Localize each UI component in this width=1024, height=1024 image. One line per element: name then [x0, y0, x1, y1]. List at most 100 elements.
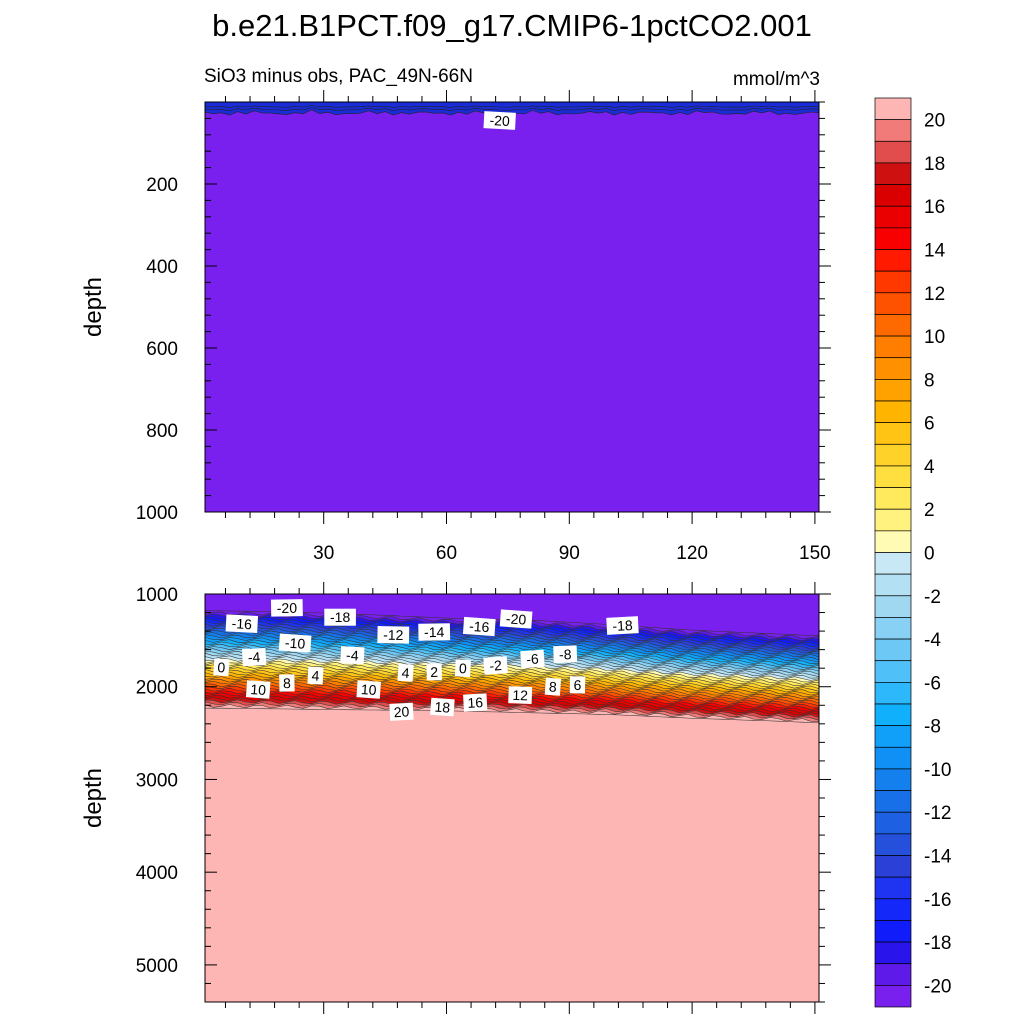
- x-tick-label: 120: [676, 543, 708, 564]
- contour-label: -14: [418, 623, 451, 641]
- contour-label: -4: [241, 647, 267, 667]
- colorbar-box: [874, 119, 912, 142]
- contour-label-text: 0: [217, 659, 226, 676]
- colorbar-box: [874, 617, 912, 640]
- contour-label-text: 6: [573, 677, 581, 693]
- contour-label-text: -16: [469, 618, 491, 635]
- y-tick-label: 1000: [136, 503, 178, 524]
- contour-label-box: [544, 677, 562, 696]
- contour-label: -20: [270, 599, 303, 617]
- colorbar-label: -18: [924, 933, 951, 954]
- contour-label-box: [606, 616, 639, 635]
- lower-contour-line: [204, 667, 820, 690]
- colorbar-box: [874, 422, 912, 445]
- contour-label-box: [520, 649, 545, 669]
- contour-label-box: [356, 680, 381, 699]
- contour-label-box: [569, 676, 586, 694]
- contour-label-box: [508, 686, 533, 705]
- upper-fill: [205, 102, 819, 512]
- colorbar-label: 8: [924, 370, 935, 391]
- colorbar-box: [874, 487, 912, 510]
- x-tick-label: 60: [436, 543, 457, 564]
- colorbar-label: -20: [924, 976, 951, 997]
- lower-contour-line: [204, 623, 820, 650]
- chart-subtitle-left: SiO3 minus obs, PAC_49N-66N: [204, 66, 473, 87]
- y-tick-label: 200: [146, 175, 178, 196]
- colorbar-box: [874, 400, 912, 423]
- colorbar-label: 4: [924, 457, 935, 478]
- contour-label: 6: [569, 676, 586, 694]
- lower-contour-line: [204, 674, 820, 696]
- colorbar: 20181614121086420-2-4-6-8-10-12-14-16-18…: [874, 97, 952, 1008]
- colorbar-box: [874, 725, 912, 748]
- contour-label-box: [241, 647, 267, 667]
- colorbar-box: [874, 335, 912, 359]
- colorbar-box: [874, 205, 912, 229]
- contour-label: 20: [389, 702, 414, 721]
- contour-label-text: -14: [424, 624, 445, 640]
- contour-label-text: -18: [330, 609, 350, 625]
- upper-contour-line: [204, 107, 820, 112]
- lower-contour-line: [204, 669, 820, 692]
- colorbar-label: 2: [924, 500, 935, 521]
- y-tick-label: 5000: [136, 956, 178, 977]
- colorbar-box: [874, 357, 912, 380]
- colorbar-box: [874, 465, 912, 488]
- colorbar-label: 12: [924, 284, 945, 305]
- contour-label-box: [454, 659, 471, 678]
- lower-contour-line: [204, 704, 820, 723]
- contour-label-box: [377, 626, 410, 644]
- lower-contour-line: [204, 660, 820, 683]
- upper-panel-ylabel: depth: [80, 277, 107, 337]
- colorbar-box: [874, 379, 912, 402]
- colorbar-label: 20: [924, 111, 945, 132]
- colorbar-box: [874, 443, 912, 467]
- contour-label: 2: [426, 663, 442, 681]
- colorbar-box: [874, 941, 912, 965]
- contour-label: 8: [279, 674, 295, 692]
- colorbar-box: [874, 184, 912, 207]
- contour-label: -8: [553, 645, 578, 664]
- y-tick-label: 400: [146, 257, 178, 278]
- lower-contour-line: [204, 627, 820, 654]
- colorbar-box: [874, 920, 912, 943]
- lower-contour-line: [204, 664, 820, 686]
- contour-label-box: [499, 609, 533, 629]
- colorbar-label: -14: [924, 847, 952, 868]
- contour-label: 16: [463, 693, 488, 712]
- colorbar-box: [874, 703, 912, 726]
- contour-label-box: [397, 663, 414, 682]
- contour-label-box: [462, 616, 496, 637]
- colorbar-label: -2: [924, 587, 941, 608]
- contour-label-box: [389, 702, 414, 721]
- colorbar-label: 0: [924, 544, 935, 565]
- lower-contour-line: [204, 629, 820, 656]
- colorbar-box: [874, 682, 912, 705]
- y-tick-label: 800: [146, 421, 178, 442]
- contour-label-box: [430, 697, 455, 717]
- colorbar-box: [874, 898, 912, 921]
- colorbar-label: 14: [924, 241, 946, 262]
- lower-contour-line: [204, 676, 820, 697]
- colorbar-label: 16: [924, 197, 945, 218]
- contour-label: -20: [483, 111, 516, 130]
- contour-label-text: 10: [250, 681, 267, 698]
- contour-label-text: -6: [526, 650, 540, 667]
- contour-label-text: 4: [311, 667, 320, 683]
- contour-label-text: 16: [467, 694, 484, 711]
- colorbar-box: [874, 162, 912, 185]
- lower-contour-line: [204, 655, 820, 679]
- contour-label: 0: [454, 659, 471, 678]
- contour-label-box: [245, 680, 271, 699]
- y-tick-label: 600: [146, 339, 178, 360]
- contour-label-box: [324, 608, 356, 626]
- colorbar-box: [874, 270, 912, 294]
- colorbar-box: [874, 833, 912, 856]
- contour-label: 18: [430, 697, 455, 717]
- contour-label-box: [213, 658, 230, 677]
- contour-label-text: -2: [489, 657, 503, 674]
- contour-label-text: -20: [277, 600, 298, 616]
- colorbar-box: [874, 97, 912, 120]
- lower-contour-line: [204, 625, 820, 652]
